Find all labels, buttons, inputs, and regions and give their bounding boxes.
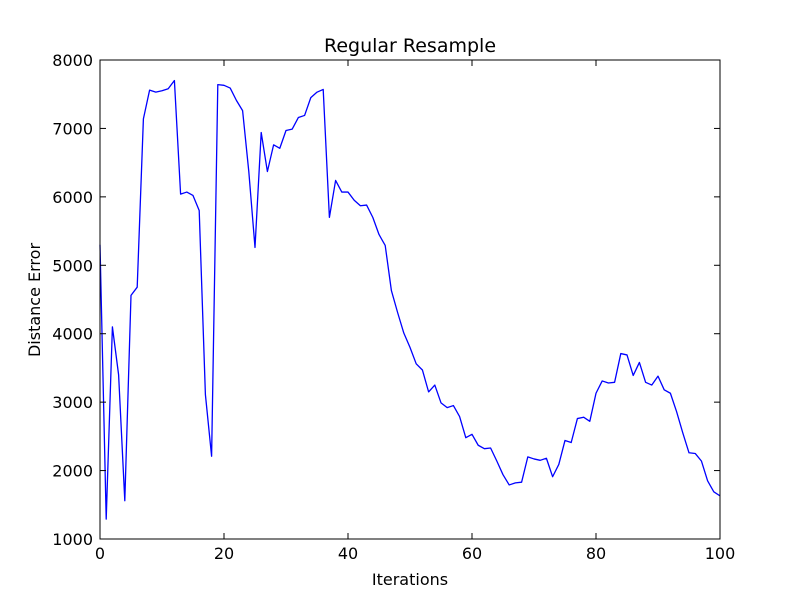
axis-tick-labels: 0 20 40 60 80 100 1000 2000 3000 4000 5000 6000 7000… — [52, 51, 735, 563]
axis-ticks — [99, 59, 721, 540]
chart-title: Regular Resample — [324, 35, 496, 57]
y-axis-label: Distance Error — [25, 243, 44, 357]
y-tick-label: 1000 — [52, 530, 93, 549]
x-tick-label: 100 — [705, 544, 736, 563]
x-axis-label: Iterations — [372, 570, 448, 589]
x-tick-label: 80 — [586, 544, 606, 563]
y-tick-label: 5000 — [52, 256, 93, 275]
y-tick-label: 4000 — [52, 325, 93, 344]
x-tick-label: 60 — [462, 544, 482, 563]
x-tick-label: 20 — [214, 544, 234, 563]
y-tick-label: 3000 — [52, 393, 93, 412]
y-tick-label: 6000 — [52, 188, 93, 207]
y-tick-label: 2000 — [52, 462, 93, 481]
x-tick-label: 40 — [338, 544, 358, 563]
y-tick-label: 7000 — [52, 119, 93, 138]
x-tick-label: 0 — [95, 544, 105, 563]
series-line-0 — [99, 79, 721, 520]
plot-frame — [99, 59, 721, 540]
y-tick-label: 8000 — [52, 51, 93, 70]
plot-lines — [99, 79, 721, 520]
